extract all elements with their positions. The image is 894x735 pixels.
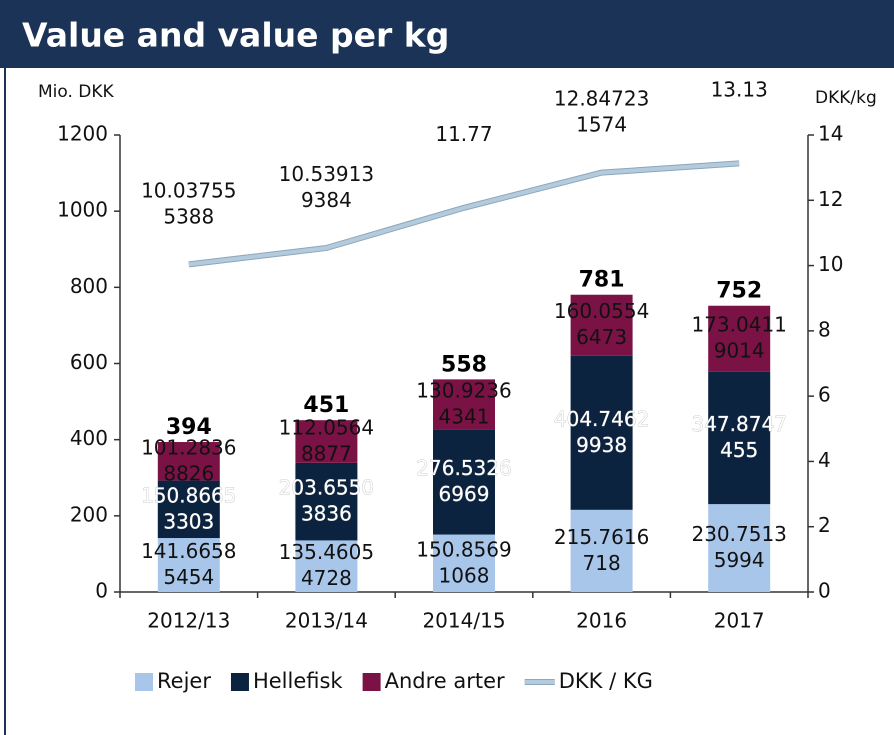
data-label: 141.6658 5454 <box>141 539 236 589</box>
data-label: 404.7462 9938 <box>554 406 649 456</box>
x-tick-label: 2012/13 <box>147 609 230 633</box>
data-label: 276.5326 6969 <box>416 455 511 505</box>
line-data-label: 10.53913 9384 <box>279 161 374 211</box>
line <box>188 161 740 267</box>
data-label: 230.7513 5994 <box>691 522 786 572</box>
y-tick-label: 1200 <box>57 122 108 146</box>
data-label: 160.0554 6473 <box>554 299 649 349</box>
y-tick-label: 400 <box>70 426 108 450</box>
bar-segment <box>157 538 220 592</box>
data-label: 215.7616 718 <box>554 524 649 574</box>
bar-segment <box>433 379 495 430</box>
y2-tick-label: 6 <box>818 383 831 407</box>
bar-segment <box>157 480 220 539</box>
bar-segment <box>570 294 633 356</box>
x-tick-label: 2016 <box>576 609 627 633</box>
total-label: 558 <box>441 352 487 377</box>
data-label: 135.4605 4728 <box>279 540 374 590</box>
data-label: 150.8665 3303 <box>141 483 236 533</box>
y-tick-label: 0 <box>95 579 108 603</box>
data-label: 130.9236 4341 <box>416 378 511 428</box>
y2-tick-label: 8 <box>818 317 831 341</box>
bar-segment <box>570 355 633 510</box>
y-tick-label: 600 <box>70 350 108 374</box>
header-bar <box>0 0 894 68</box>
y-axis-label: Mio. DKK <box>38 82 115 102</box>
data-label: 173.0411 9014 <box>691 312 786 362</box>
line-data-label: 12.84723 1574 <box>554 86 649 136</box>
y2-axis-label: DKK/kg <box>815 88 877 108</box>
total-label: 394 <box>166 415 212 440</box>
line-outline <box>188 160 740 268</box>
chart-title: Value and value per kg <box>22 16 449 55</box>
y2-tick-label: 10 <box>818 252 843 276</box>
x-tick-label: 2013/14 <box>285 609 368 633</box>
y2-tick-label: 12 <box>818 187 843 211</box>
bar-segment <box>295 420 358 463</box>
y2-tick-label: 4 <box>818 448 831 472</box>
bar-segment <box>708 504 771 592</box>
legend-swatch <box>230 673 249 691</box>
line-data-label: 11.77 <box>435 121 492 145</box>
bar-segment <box>708 371 771 505</box>
y2-tick-label: 14 <box>818 122 843 146</box>
legend-swatch <box>362 673 381 691</box>
y2-tick-label: 0 <box>818 579 831 603</box>
data-label: 150.8569 1068 <box>416 537 511 587</box>
bar-segment <box>708 305 771 372</box>
legend-label: Rejer <box>157 669 211 693</box>
total-label: 451 <box>303 393 349 418</box>
line-data-label: 13.13 <box>711 77 768 101</box>
legend-label: Hellefisk <box>253 669 343 693</box>
x-tick-label: 2017 <box>714 609 765 633</box>
data-label: 203.6550 3836 <box>279 475 374 525</box>
y-tick-label: 800 <box>70 274 108 298</box>
bar-segment <box>295 540 358 592</box>
bar-segment <box>433 534 495 592</box>
legend-label: Andre arter <box>385 669 505 693</box>
bar-segment <box>433 429 495 535</box>
bar-segment <box>295 462 358 541</box>
data-label: 112.0564 8877 <box>279 415 374 465</box>
y-tick-label: 1000 <box>57 198 108 222</box>
data-label: 101.2836 8826 <box>141 435 236 485</box>
y-tick-label: 200 <box>70 502 108 526</box>
left-border <box>4 68 6 735</box>
y2-tick-label: 2 <box>818 513 831 537</box>
data-label: 347.8747 455 <box>691 411 786 461</box>
legend-label: DKK / KG <box>559 669 653 693</box>
bar-segment <box>157 442 220 481</box>
x-tick-label: 2014/15 <box>422 609 505 633</box>
total-label: 752 <box>716 279 762 304</box>
total-label: 781 <box>579 268 625 293</box>
bar-segment <box>570 509 633 592</box>
line-data-label: 10.03755 5388 <box>141 178 236 228</box>
legend-swatch <box>135 673 153 691</box>
